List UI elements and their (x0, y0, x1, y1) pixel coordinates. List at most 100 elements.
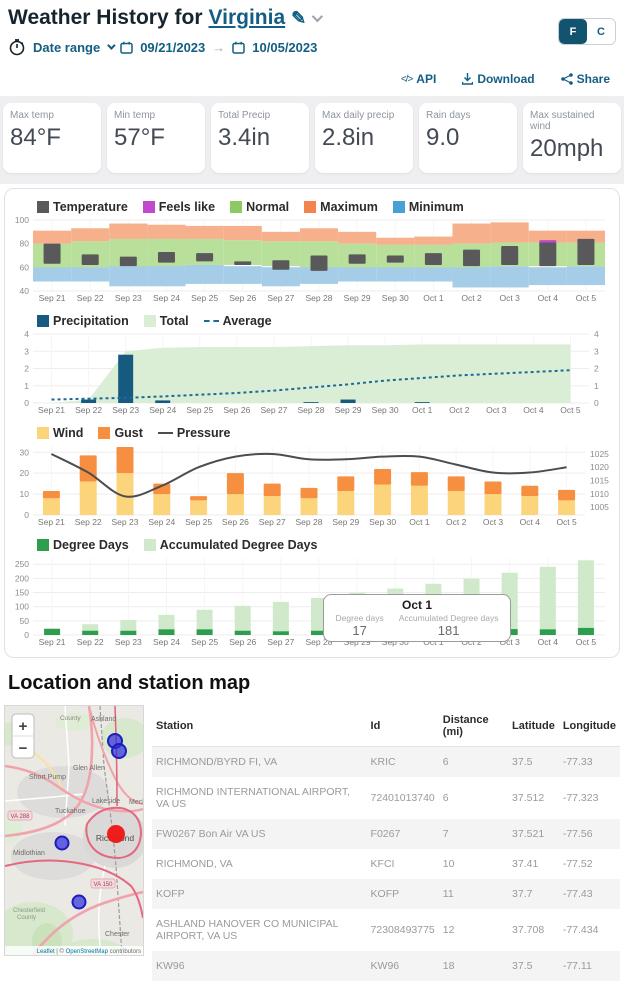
precipitation-chart[interactable]: 0 1 2 3 4 Sep 21 Sep 22 Sep 23 Sep 24 Sep 25 Sep 2… (7, 329, 619, 416)
axis-label: 0 (24, 630, 29, 640)
station-marker-red[interactable] (107, 825, 125, 843)
axis-label: 1015 (590, 476, 609, 486)
axis-label: 20 (20, 468, 30, 478)
legend-item[interactable]: Pressure (157, 426, 231, 440)
station-marker-blue[interactable] (111, 743, 127, 759)
location-link[interactable]: Virginia (208, 6, 286, 29)
legend-item[interactable]: Accumulated Degree Days (143, 538, 317, 552)
attribution-link[interactable]: Leaflet (37, 949, 55, 955)
map-greenspace (55, 713, 95, 731)
api-button[interactable]: </> API (401, 72, 436, 86)
legend-item[interactable]: Degree Days (37, 538, 129, 552)
axis-label: 4 (24, 330, 29, 339)
table-cell: 37.5 (512, 960, 533, 972)
degree-days-chart[interactable]: 0 50 100 150 200 250 Sep 21 Sep 22 Sep 23 Sep 24 S… (7, 554, 619, 648)
axis-label: Oct 5 (576, 293, 597, 303)
map-canvas[interactable]: VA 288 VA 150 County Ashland Glen Allen … (0, 705, 154, 966)
axis-label: 250 (15, 559, 29, 569)
celsius-button[interactable]: C (587, 19, 615, 44)
table-cell: RICHMOND, VA (156, 858, 233, 870)
axis-label: Sep 24 (153, 293, 180, 303)
end-date[interactable]: 10/05/2023 (252, 39, 318, 55)
edit-location-icon[interactable]: ✎ (291, 7, 307, 28)
axis-label: Oct 3 (500, 637, 521, 647)
zoom-in-button[interactable]: + (19, 718, 28, 735)
legend-item[interactable]: Minimum (392, 200, 464, 214)
map-label: Lakeside (92, 798, 120, 805)
stat-card: Min temp 57°F (107, 103, 205, 173)
legend-item[interactable]: Total (143, 314, 189, 328)
download-icon (462, 73, 474, 85)
axis-label: Sep 22 (77, 637, 104, 647)
date-range-chevron-icon[interactable] (107, 41, 116, 50)
calendar-icon (232, 41, 246, 54)
map-label: Mechan (129, 799, 143, 806)
axis-label: Oct 5 (576, 637, 597, 647)
wind-chart-block: Wind Gust Pressure 0 10 20 30 Sep 21 Sep 22 Sep 2… (7, 424, 617, 533)
legend-item[interactable]: Temperature (37, 200, 128, 214)
share-button[interactable]: Share (560, 72, 610, 86)
download-button[interactable]: Download (462, 72, 535, 86)
square-swatch-icon (37, 539, 49, 551)
stat-value: 84°F (10, 124, 61, 151)
map-label: County (17, 915, 36, 921)
temperature-chart[interactable]: 40 60 80 100 Sep 21 Sep 22 Sep 23 Sep 24 Sep 25 S… (7, 215, 619, 304)
legend-item[interactable]: Maximum (304, 200, 378, 214)
chevron-down-icon[interactable] (311, 10, 324, 23)
attribution-link[interactable]: OpenStreetMap (66, 949, 109, 955)
code-icon: </> (400, 73, 414, 85)
actions-row: </> API Download Share (0, 56, 624, 94)
map-highway (4, 705, 94, 838)
map-urban-area (11, 832, 95, 880)
calendar-icon (120, 41, 133, 54)
table-cell: -77.43 (562, 888, 593, 900)
axis-label: Sep 25 (191, 293, 218, 303)
route-badge-label: VA 150 (94, 882, 114, 888)
zoom-out-button[interactable]: − (19, 740, 28, 757)
legend-item[interactable]: Precipitation (37, 314, 129, 328)
axis-label: 50 (20, 616, 30, 626)
station-marker-blue[interactable] (71, 894, 87, 910)
legend-item[interactable]: Feels like (142, 200, 215, 214)
map-attribution[interactable]: Leaflet | © OpenStreetMap contributors (37, 948, 141, 955)
axis-label: Sep 29 (344, 637, 371, 647)
table-row: ASHLAND HANOVER CO MUNICIPAL AIRPORT, VA… (152, 909, 620, 951)
axis-label: Sep 28 (306, 293, 333, 303)
axis-label: 1 (594, 381, 599, 391)
axis-label: 3 (24, 346, 29, 356)
wind-legend: Wind Gust Pressure (37, 424, 617, 442)
stat-value: 20mph (530, 135, 604, 162)
legend-item[interactable]: Average (203, 314, 272, 328)
station-marker-blue[interactable] (54, 835, 70, 851)
axis-label: 1005 (590, 502, 609, 512)
stat-value: 2.8in (322, 124, 375, 151)
axis-label: Sep 21 (38, 405, 65, 415)
axis-label: Sep 28 (306, 637, 333, 647)
axis-label: Oct 1 (412, 405, 433, 415)
legend-item[interactable]: Gust (98, 426, 143, 440)
axis-label: Oct 4 (538, 637, 559, 647)
table-cell: RICHMOND/BYRD FI, VA (156, 756, 278, 768)
axis-label: 0 (24, 510, 29, 520)
stat-card: Max sustained wind 20mph (523, 103, 621, 173)
axis-label: Sep 22 (75, 517, 102, 527)
legend-item[interactable]: Wind (37, 426, 83, 440)
legend-label: Pressure (176, 426, 231, 440)
map-row: VA 288 VA 150 County Ashland Glen Allen … (0, 705, 624, 981)
axis-label: Sep 24 (148, 517, 175, 527)
fahrenheit-button[interactable]: F (559, 19, 587, 44)
stat-card: Rain days 9.0 (419, 103, 517, 173)
clock-icon (9, 39, 25, 56)
station-map[interactable]: VA 288 VA 150 County Ashland Glen Allen … (0, 705, 154, 966)
legend-item[interactable]: Normal (230, 200, 289, 214)
square-swatch-icon (392, 201, 405, 213)
date-range-label[interactable]: Date range (33, 39, 101, 55)
degree-days-legend: Degree Days Accumulated Degree Days (37, 536, 617, 554)
table-cell: 37.5 (512, 756, 533, 768)
start-date[interactable]: 09/21/2023 (140, 39, 206, 55)
axis-label: Sep 30 (382, 293, 409, 303)
axis-label: Oct 2 (446, 517, 467, 527)
axis-label: 10 (20, 489, 30, 499)
date-range-row: Date range 09/21/2023 → 10/05/2023 (8, 38, 614, 56)
